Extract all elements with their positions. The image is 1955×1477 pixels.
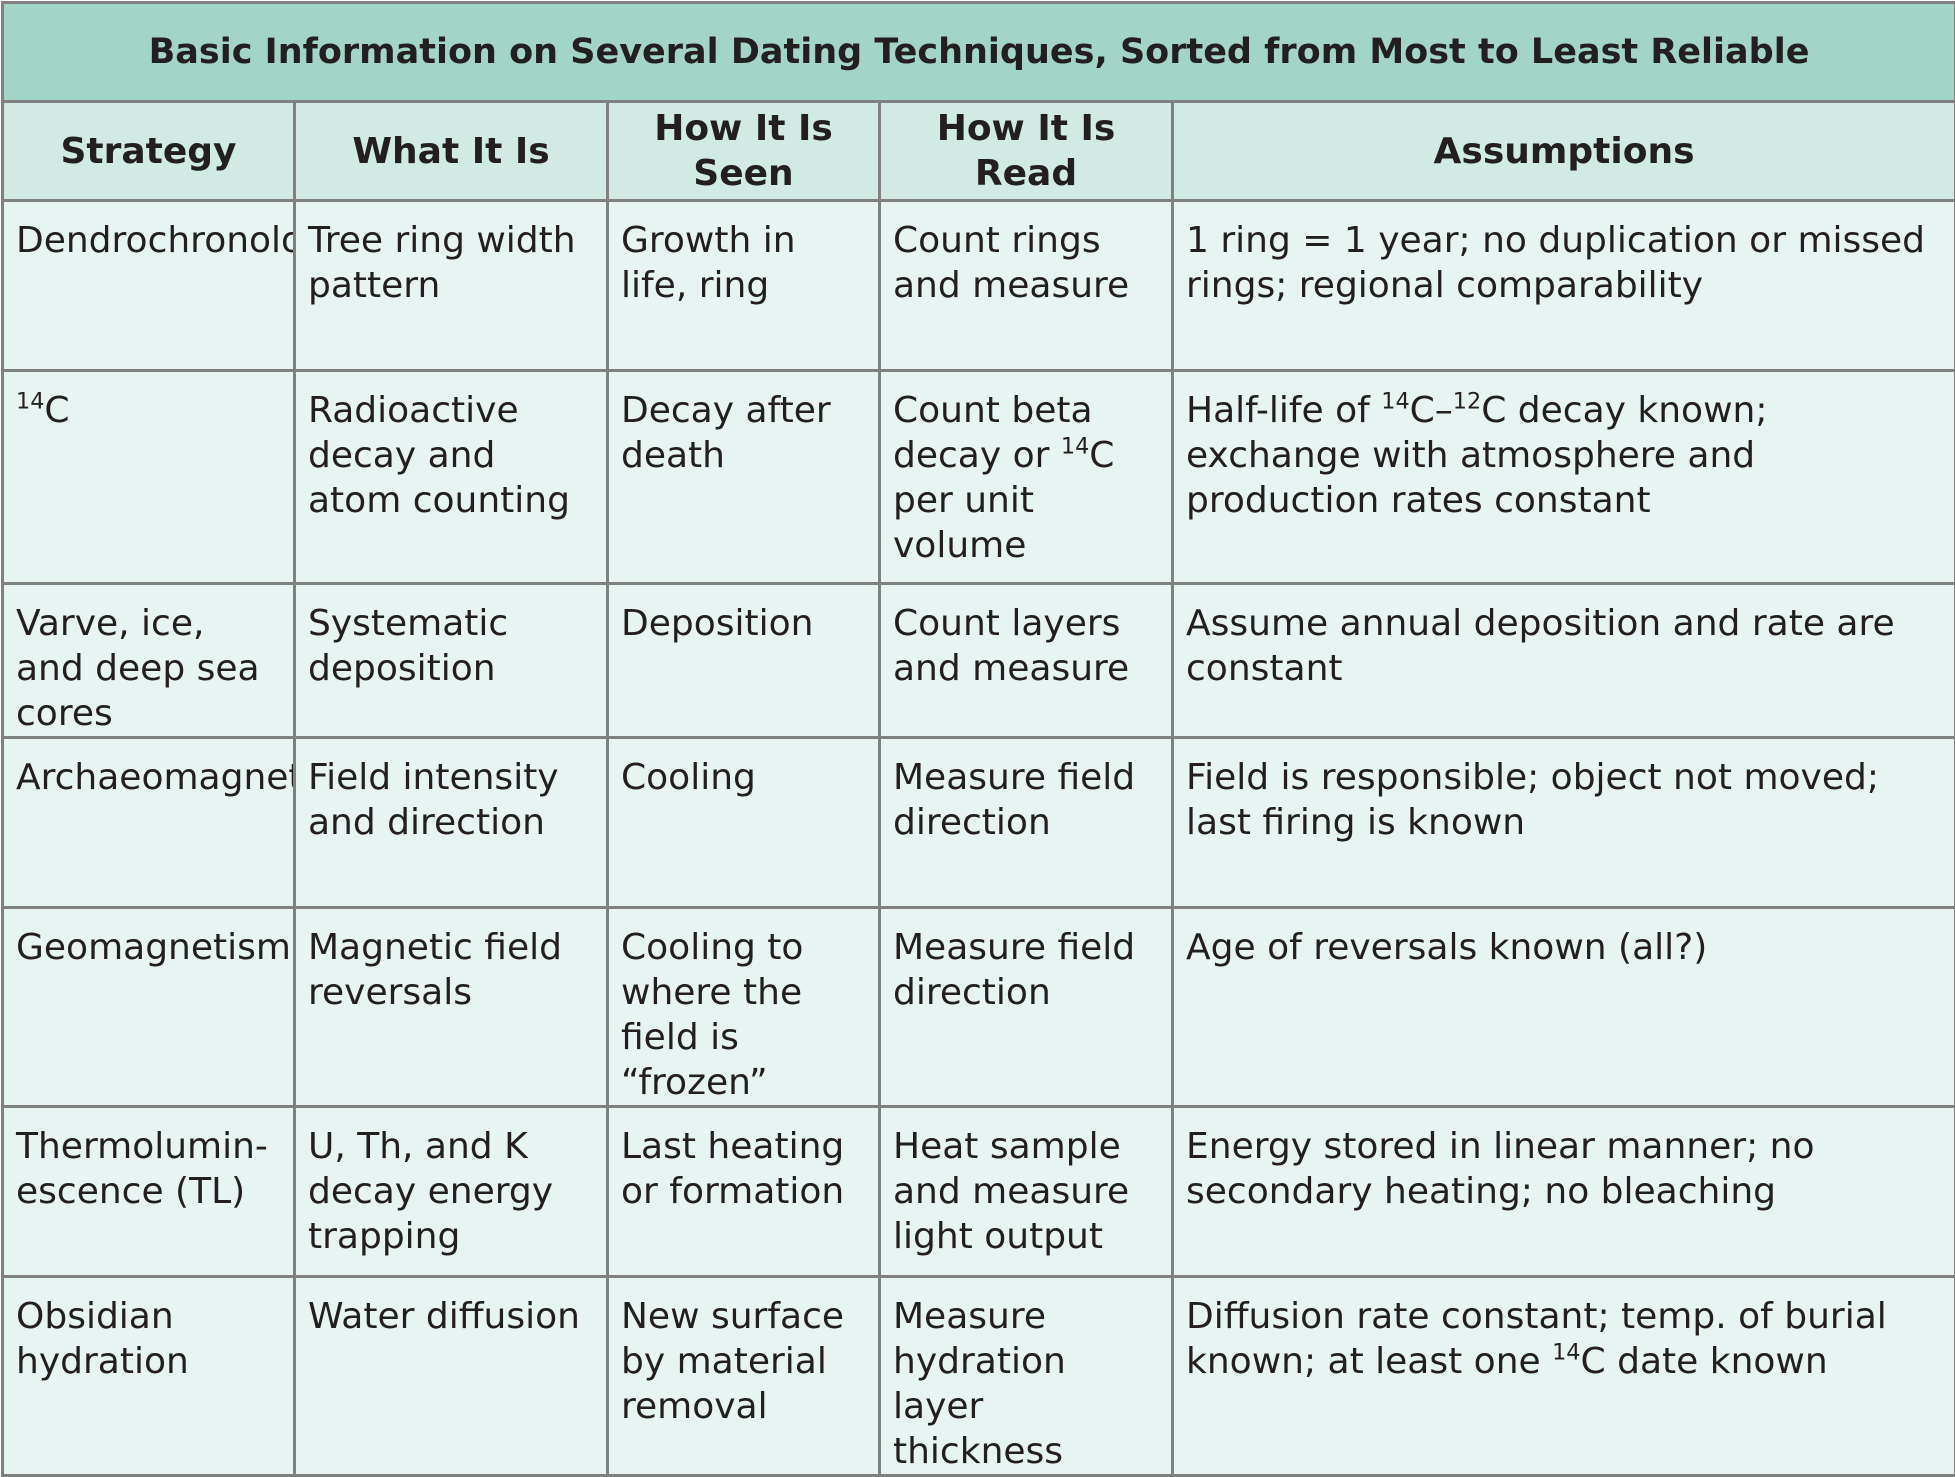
cell-text: C: [44, 390, 69, 431]
cell-how-it-is-seen: Cooling to where the field is “frozen”: [608, 908, 880, 1107]
cell-strategy: Varve, ice, and deep sea cores: [3, 584, 295, 738]
cell-text: C date known: [1581, 1341, 1828, 1382]
cell-what-it-is: U, Th, and K decay energy trapping: [295, 1107, 608, 1277]
cell-how-it-is-read: Count rings and measure: [880, 201, 1173, 371]
cell-assumptions: Age of reversals known (all?): [1173, 908, 1955, 1107]
cell-how-it-is-read: Measure field direction: [880, 738, 1173, 908]
cell-what-it-is: Field intensity and direction: [295, 738, 608, 908]
table-row: Archaeomagnetism Field intensity and dir…: [3, 738, 1955, 908]
header-how-it-is-read: How It Is Read: [880, 102, 1173, 201]
superscript: 14: [1552, 1340, 1580, 1366]
cell-text: C–: [1410, 390, 1453, 431]
cell-assumptions: Field is responsible; object not moved; …: [1173, 738, 1955, 908]
cell-strategy: 14C: [3, 371, 295, 584]
header-assumptions: Assumptions: [1173, 102, 1955, 201]
superscript: 12: [1453, 389, 1481, 415]
cell-what-it-is: Systematic deposition: [295, 584, 608, 738]
table-row: 14C Radioactive decay and atom counting …: [3, 371, 1955, 584]
cell-assumptions: Energy stored in linear manner; no secon…: [1173, 1107, 1955, 1277]
cell-what-it-is: Tree ring width pattern: [295, 201, 608, 371]
header-what-it-is: What It Is: [295, 102, 608, 201]
cell-what-it-is: Radioactive decay and atom counting: [295, 371, 608, 584]
header-strategy: Strategy: [3, 102, 295, 201]
cell-how-it-is-read: Measure hydration layer thickness: [880, 1277, 1173, 1476]
cell-how-it-is-seen: Deposition: [608, 584, 880, 738]
cell-how-it-is-seen: Last heating or formation: [608, 1107, 880, 1277]
table-title: Basic Information on Several Dating Tech…: [3, 3, 1955, 102]
cell-assumptions: Assume annual deposition and rate are co…: [1173, 584, 1955, 738]
cell-assumptions: Diffusion rate constant; temp. of burial…: [1173, 1277, 1955, 1476]
cell-how-it-is-seen: Decay after death: [608, 371, 880, 584]
cell-how-it-is-read: Count layers and measure: [880, 584, 1173, 738]
cell-what-it-is: Water diffusion: [295, 1277, 608, 1476]
cell-strategy: Dendrochronology: [3, 201, 295, 371]
superscript: 14: [1381, 389, 1409, 415]
cell-strategy: Thermolumin-escence (TL): [3, 1107, 295, 1277]
cell-strategy: Obsidian hydration: [3, 1277, 295, 1476]
cell-how-it-is-read: Heat sample and measure light output: [880, 1107, 1173, 1277]
cell-how-it-is-seen: New surface by material removal: [608, 1277, 880, 1476]
cell-how-it-is-seen: Growth in life, ring: [608, 201, 880, 371]
cell-how-it-is-seen: Cooling: [608, 738, 880, 908]
cell-assumptions: Half-life of 14C–12C decay known; exchan…: [1173, 371, 1955, 584]
table-row: Thermolumin-escence (TL) U, Th, and K de…: [3, 1107, 1955, 1277]
table-row: Dendrochronology Tree ring width pattern…: [3, 201, 1955, 371]
header-how-it-is-seen: How It Is Seen: [608, 102, 880, 201]
superscript: 14: [1061, 434, 1089, 460]
cell-assumptions: 1 ring = 1 year; no duplication or misse…: [1173, 201, 1955, 371]
cell-how-it-is-read: Count beta decay or 14C per unit volume: [880, 371, 1173, 584]
cell-what-it-is: Magnetic field reversals: [295, 908, 608, 1107]
cell-strategy: Archaeomagnetism: [3, 738, 295, 908]
cell-how-it-is-read: Measure field direction: [880, 908, 1173, 1107]
cell-strategy: Geomagnetism: [3, 908, 295, 1107]
cell-text: Half-life of: [1186, 390, 1381, 431]
superscript: 14: [16, 389, 44, 415]
table-row: Varve, ice, and deep sea cores Systemati…: [3, 584, 1955, 738]
table-row: Obsidian hydration Water diffusion New s…: [3, 1277, 1955, 1476]
table-row: Geomagnetism Magnetic field reversals Co…: [3, 908, 1955, 1107]
